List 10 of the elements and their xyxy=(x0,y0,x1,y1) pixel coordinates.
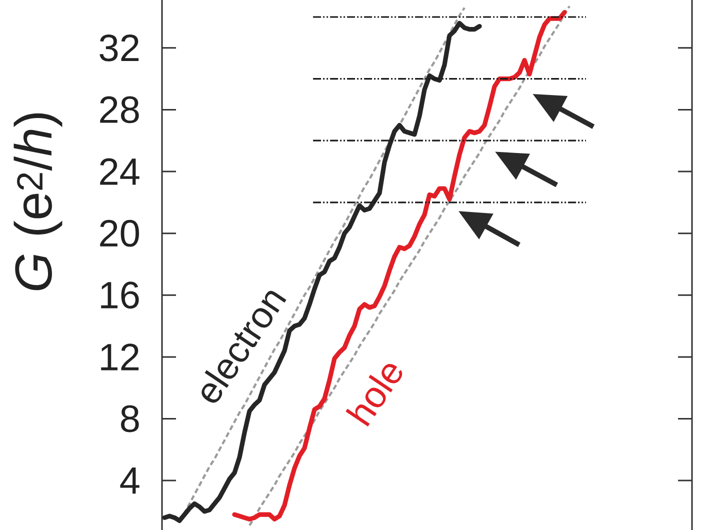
y-axis-title: G (e$^{2}$/h) xyxy=(14,113,62,290)
y-tick-label: 32 xyxy=(100,34,139,62)
y-tick-label: 28 xyxy=(100,96,139,124)
y-tick-label: 4 xyxy=(120,467,140,494)
y-tick-label: 16 xyxy=(101,282,139,309)
text: hole xyxy=(346,364,402,426)
y-tick-label: 20 xyxy=(100,220,139,247)
y-tick-label: 12 xyxy=(101,344,139,370)
y-tick-label: 8 xyxy=(121,405,139,432)
y-tick-label: 24 xyxy=(100,158,140,185)
